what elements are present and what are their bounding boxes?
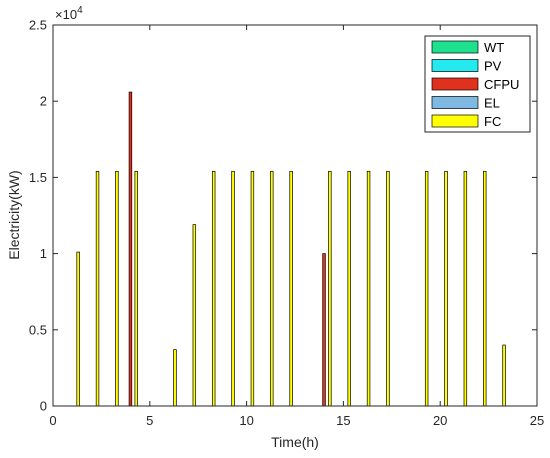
legend-swatch-fc [432, 115, 478, 127]
bar-fc-1 [96, 171, 99, 406]
x-tick-label: 0 [49, 413, 56, 428]
bar-fc-11 [328, 171, 331, 406]
bar-fc-4 [174, 350, 177, 406]
bar-fc-9 [270, 171, 273, 406]
x-tick-label: 10 [239, 413, 253, 428]
legend-swatch-wt [432, 41, 478, 53]
x-tick-label: 5 [146, 413, 153, 428]
legend-label-cfpu: CFPU [484, 77, 519, 92]
y-tick-label: 0 [40, 399, 47, 414]
bar-fc-17 [464, 171, 467, 406]
bar-fc-13 [367, 171, 370, 406]
y-tick-label: 1.5 [29, 170, 47, 185]
bar-fc-8 [251, 171, 254, 406]
x-tick-label: 15 [336, 413, 350, 428]
bar-fc-6 [212, 171, 215, 406]
y-exponent-power: 4 [77, 5, 83, 16]
legend-label-el: EL [484, 96, 500, 111]
bar-fc-14 [387, 171, 390, 406]
y-axis-label: Electricity(kW) [6, 170, 22, 259]
y-exponent-base: ×10 [55, 7, 77, 22]
bar-fc-10 [290, 171, 293, 406]
bar-fc-15 [425, 171, 428, 406]
bar-cfpu-1 [323, 254, 326, 406]
x-tick-label: 20 [433, 413, 447, 428]
x-tick-label: 25 [530, 413, 544, 428]
legend-label-wt: WT [484, 40, 504, 55]
legend-swatch-el [432, 97, 478, 109]
bar-cfpu-0 [129, 92, 132, 406]
y-tick-label: 1 [40, 246, 47, 261]
legend-label-pv: PV [484, 59, 502, 74]
bar-fc-0 [77, 252, 80, 406]
y-tick-label: 2.5 [29, 18, 47, 33]
y-tick-label: 2 [40, 94, 47, 109]
bar-fc-12 [348, 171, 351, 406]
bar-fc-7 [232, 171, 235, 406]
legend-swatch-pv [432, 60, 478, 72]
legend: WT PV CFPU EL FC [425, 36, 530, 132]
legend-swatch-cfpu [432, 78, 478, 90]
y-tick-label: 0.5 [29, 322, 47, 337]
bar-fc-5 [193, 225, 196, 406]
legend-label-fc: FC [484, 114, 501, 129]
x-axis-label: Time(h) [271, 434, 319, 450]
bar-fc-18 [483, 171, 486, 406]
bar-fc-16 [445, 171, 448, 406]
bar-fc-3 [135, 171, 138, 406]
bar-fc-19 [503, 345, 506, 406]
bar-fc-2 [116, 171, 119, 406]
y-exponent-label: ×104 [55, 5, 83, 22]
